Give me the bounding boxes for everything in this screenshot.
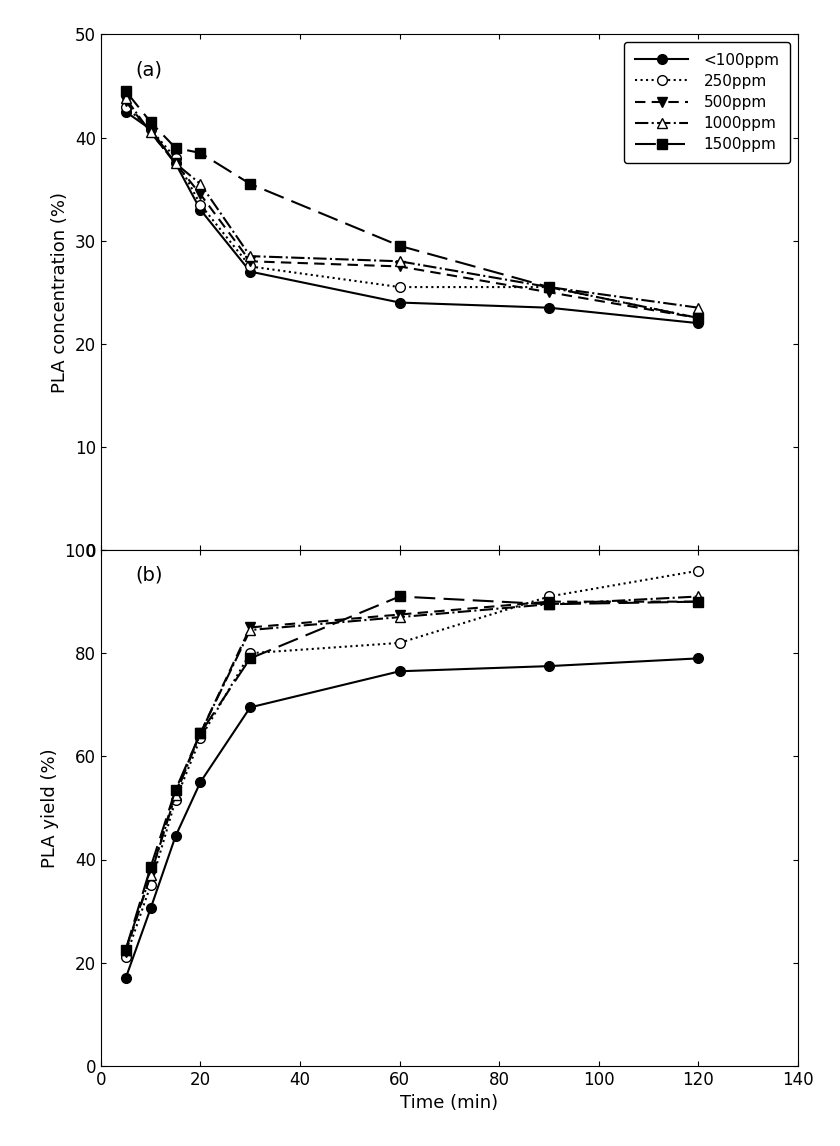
X-axis label: Time (min): Time (min) bbox=[401, 1094, 498, 1113]
Y-axis label: PLA yield (%): PLA yield (%) bbox=[41, 748, 59, 868]
Text: (a): (a) bbox=[136, 61, 163, 79]
Text: (b): (b) bbox=[136, 565, 163, 584]
Legend: <100ppm, 250ppm, 500ppm, 1000ppm, 1500ppm: <100ppm, 250ppm, 500ppm, 1000ppm, 1500pp… bbox=[624, 42, 790, 163]
Y-axis label: PLA concentration (%): PLA concentration (%) bbox=[51, 191, 69, 393]
